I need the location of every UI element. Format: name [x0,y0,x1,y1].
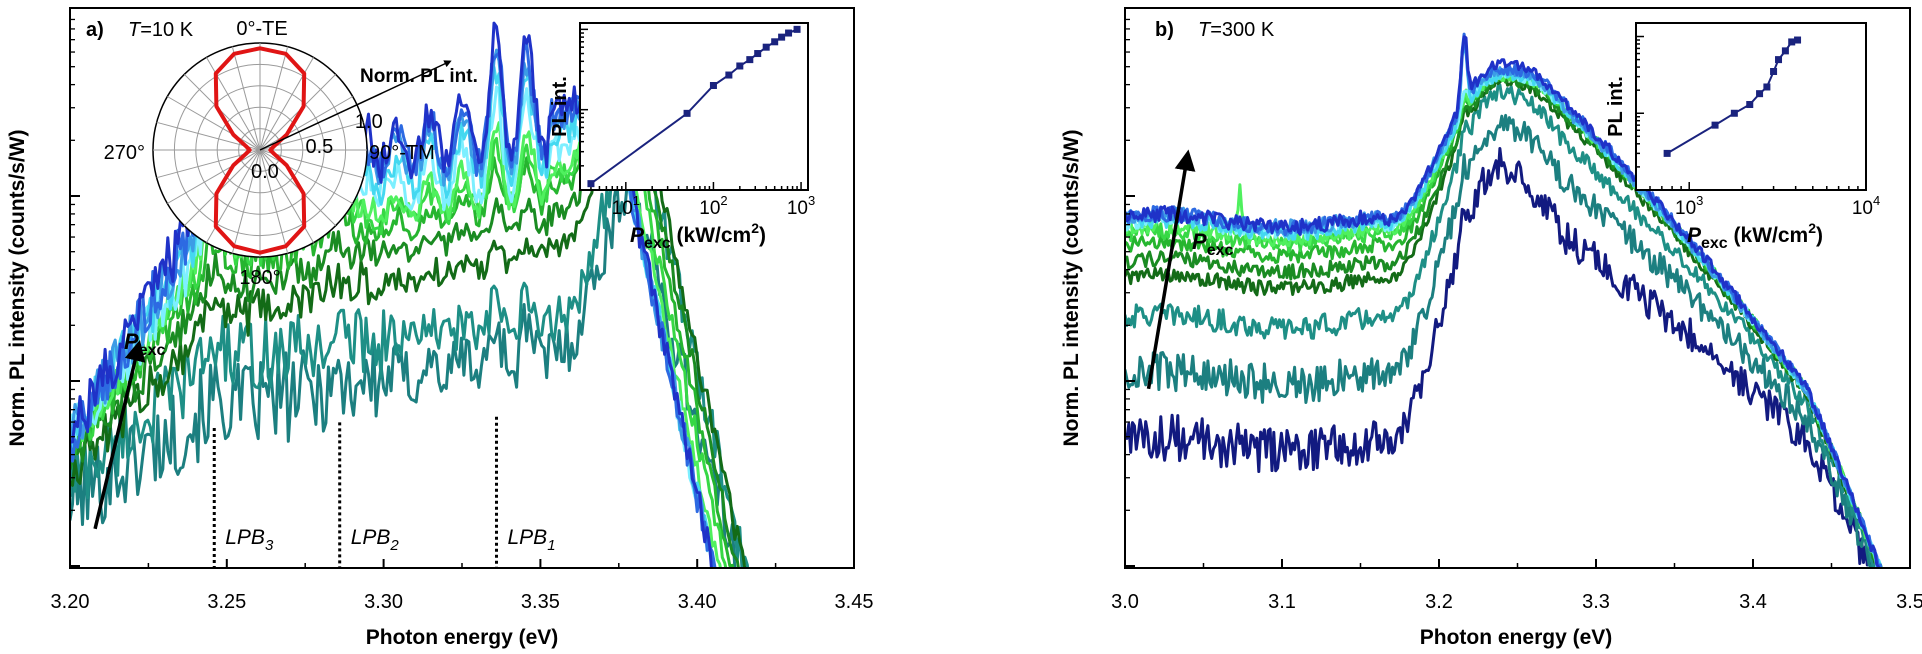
inset-x-tick-label-a: 103 [787,193,815,219]
panel-a-temperature: T=10 K [128,19,194,41]
polar-angle-label: 270° [104,142,145,164]
inset-point-b [1746,101,1754,109]
inset-point-b [1775,56,1783,64]
inset-point-a [725,71,733,79]
polar-radial-tick-label: 1.0 [355,111,383,133]
series-line-a-2 [70,84,750,568]
inset-x-tick-label-b: 103 [1675,193,1703,219]
series-line-a-3 [70,69,747,568]
polar-spoke [259,149,353,204]
power-inset-b: 103 104 PL int. Pexc (kW/cm2) [1605,22,1880,252]
pexc-arrow-b [1146,149,1196,390]
x-tick-label-b: 3.5 [1896,591,1922,613]
panel-a: LPB3 LPB2 LPB1 3.20 3.25 3.30 3.35 3.40 3.45 Ph… [6,7,874,649]
inset-y-label-a: PL int. [549,76,571,137]
lpb-label-3: LPB3 [225,526,274,554]
lpb-markers: LPB3 LPB2 LPB1 [212,416,556,568]
inset-point-b [1788,38,1796,46]
panel-a-x-ticks: 3.20 3.25 3.30 3.35 3.40 3.45 [51,559,874,613]
polar-angle-label: 90°-TM [369,142,435,164]
pexc-label-b: Pexc [1192,229,1233,259]
x-tick-label-a: 3.35 [521,591,560,613]
polar-spoke [231,46,261,151]
inset-point-b [1756,90,1764,98]
power-inset-a: 101 102 103 PL int. Pexc (kW/cm2) [549,22,815,252]
inset-point-b [1781,47,1789,55]
inset-point-a [793,25,801,33]
inset-point-b [1763,83,1771,91]
polar-angle-label: 0°-TE [236,18,287,40]
inset-point-a [587,180,595,188]
inset-point-b [1794,36,1802,44]
inset-point-a [683,109,691,117]
panel-b-x-ticks: 3.0 3.1 3.2 3.3 3.4 3.5 [1111,559,1922,613]
inset-point-b [1730,109,1738,117]
inset-x-tick-label-a: 101 [612,193,640,219]
inset-point-a [746,56,754,64]
inset-point-a [785,29,793,37]
polar-angle-label: 180° [239,267,280,289]
inset-point-a [709,82,717,90]
inset-point-a [778,33,786,41]
polar-spoke [167,149,261,204]
inset-x-label-b: Pexc (kW/cm2) [1687,220,1823,252]
panel-a-label: a) [86,19,104,41]
panel-b-label: b) [1155,19,1174,41]
series-line-a-4 [70,70,740,568]
panel-b-temperature: T=300 K [1198,19,1275,41]
x-tick-label-b: 3.2 [1425,591,1453,613]
polar-radial-tick-label: 0.0 [251,161,279,183]
polar-spoke [167,96,261,151]
inset-point-b [1711,121,1719,129]
series-line-b-3 [1125,83,1879,568]
polar-series [213,46,307,255]
panel-a-y-label: Norm. PL intensity (counts/s/W) [6,130,29,447]
series-line-a-5 [70,61,735,568]
polar-radial-tick-label: 0.5 [305,136,333,158]
panel-b-series-group [1125,32,1884,568]
panel-b-x-label: Photon energy (eV) [1420,626,1613,649]
inset-x-tick-label-b: 104 [1852,193,1880,219]
polar-radial-axis [259,60,452,151]
polar-spoke [259,96,353,151]
series-line-b-13 [1125,35,1881,568]
series-line-a-7 [70,55,722,568]
polar-inset: 0°-TE 90°-TM 180° 270° 0.0 0.5 1.0 Norm. PL int… [104,18,478,289]
x-tick-label-a: 3.20 [51,591,90,613]
x-tick-label-b: 3.1 [1268,591,1296,613]
inset-point-a [771,38,779,46]
inset-point-b [1770,68,1778,76]
inset-y-label-b: PL int. [1605,76,1627,137]
panel-b: 3.0 3.1 3.2 3.3 3.4 3.5 Photon energy (eV) No… [1060,7,1922,649]
inset-point-a [762,43,770,51]
polar-axis-label: Norm. PL int. [360,66,478,87]
x-tick-label-a: 3.30 [364,591,403,613]
x-tick-label-a: 3.40 [678,591,717,613]
pexc-arrow-a [93,339,146,530]
inset-point-a [754,50,762,58]
polar-spoke [259,149,289,254]
lpb-label-2: LPB2 [351,526,400,554]
pexc-label-a: Pexc [124,329,165,359]
inset-x-tick-label-a: 102 [699,193,727,219]
series-line-b-2 [1125,113,1878,568]
panel-a-x-label: Photon energy (eV) [366,626,559,649]
x-tick-label-b: 3.0 [1111,591,1139,613]
polar-spoke [259,46,289,151]
x-tick-label-a: 3.45 [835,591,874,613]
x-tick-label-b: 3.3 [1582,591,1610,613]
lpb-label-1: LPB1 [507,526,555,554]
inset-point-a [736,62,744,70]
x-tick-label-b: 3.4 [1739,591,1767,613]
series-line-b-1 [1125,147,1877,568]
x-tick-label-a: 3.25 [207,591,246,613]
panel-b-y-ticks [1125,18,1135,567]
inset-x-label-a: Pexc (kW/cm2) [630,220,766,252]
inset-point-b [1663,149,1671,157]
polar-spoke [231,149,261,254]
panel-b-y-label: Norm. PL intensity (counts/s/W) [1060,130,1083,447]
panel-a-y-ticks [70,18,80,567]
